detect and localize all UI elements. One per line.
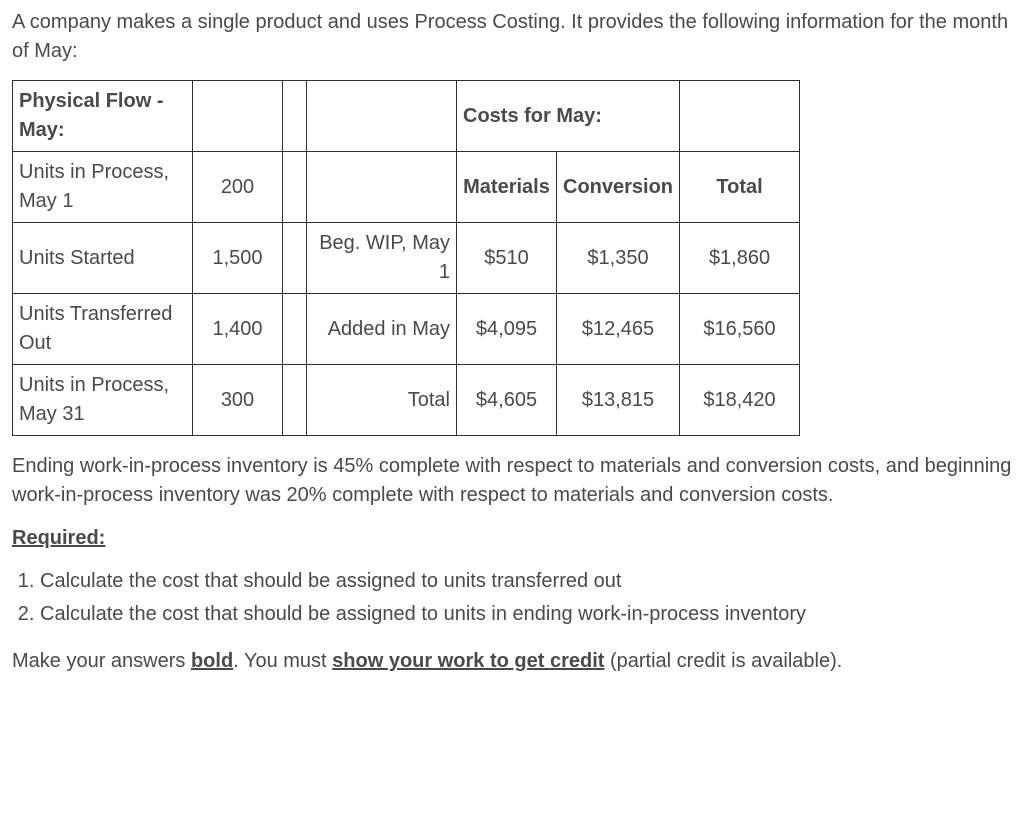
cell-col-total: Total bbox=[680, 152, 800, 223]
cell-desc: Beg. WIP, May 1 bbox=[307, 223, 457, 294]
footer-text: . You must bbox=[233, 650, 332, 672]
cell-desc: Total bbox=[307, 365, 457, 436]
footer-instructions: Make your answers bold. You must show yo… bbox=[12, 647, 1012, 676]
cell-label: Units in Process, May 1 bbox=[13, 152, 193, 223]
costing-table: Physical Flow - May: Costs for May: Unit… bbox=[12, 80, 800, 436]
questions-list: Calculate the cost that should be assign… bbox=[12, 567, 1012, 629]
table-row: Units in Process, May 1 200 Materials Co… bbox=[13, 152, 800, 223]
header-spacer bbox=[283, 81, 307, 152]
cell-units: 200 bbox=[193, 152, 283, 223]
intro-paragraph: A company makes a single product and use… bbox=[12, 8, 1012, 66]
header-costs-for-may: Costs for May: bbox=[457, 81, 680, 152]
cell-materials: $4,605 bbox=[457, 365, 557, 436]
cell-materials: $4,095 bbox=[457, 294, 557, 365]
cell-conversion: $1,350 bbox=[557, 223, 680, 294]
list-item: Calculate the cost that should be assign… bbox=[40, 600, 1012, 629]
table-row: Units Transferred Out 1,400 Added in May… bbox=[13, 294, 800, 365]
cell-total: $1,860 bbox=[680, 223, 800, 294]
required-heading: Required: bbox=[12, 524, 1012, 553]
header-empty-desc bbox=[307, 81, 457, 152]
header-physical-flow: Physical Flow - May: bbox=[13, 81, 193, 152]
cell-units: 300 bbox=[193, 365, 283, 436]
cell-col-materials: Materials bbox=[457, 152, 557, 223]
cell-label: Units in Process, May 31 bbox=[13, 365, 193, 436]
cell-spacer bbox=[283, 223, 307, 294]
cell-desc: Added in May bbox=[307, 294, 457, 365]
table-row: Units Started 1,500 Beg. WIP, May 1 $510… bbox=[13, 223, 800, 294]
cell-units: 1,500 bbox=[193, 223, 283, 294]
cell-desc bbox=[307, 152, 457, 223]
list-item: Calculate the cost that should be assign… bbox=[40, 567, 1012, 596]
header-empty-total bbox=[680, 81, 800, 152]
cell-total: $18,420 bbox=[680, 365, 800, 436]
cell-total: $16,560 bbox=[680, 294, 800, 365]
cell-materials: $510 bbox=[457, 223, 557, 294]
cell-conversion: $13,815 bbox=[557, 365, 680, 436]
table-row: Units in Process, May 31 300 Total $4,60… bbox=[13, 365, 800, 436]
footer-bold-word: bold bbox=[191, 650, 233, 672]
footer-show-work: show your work to get credit bbox=[332, 650, 604, 672]
cell-col-conversion: Conversion bbox=[557, 152, 680, 223]
cell-conversion: $12,465 bbox=[557, 294, 680, 365]
cell-spacer bbox=[283, 294, 307, 365]
cell-units: 1,400 bbox=[193, 294, 283, 365]
footer-text: (partial credit is available). bbox=[604, 650, 842, 672]
cell-label: Units Started bbox=[13, 223, 193, 294]
table-header-row: Physical Flow - May: Costs for May: bbox=[13, 81, 800, 152]
completion-note: Ending work-in-process inventory is 45% … bbox=[12, 452, 1012, 510]
cell-spacer bbox=[283, 152, 307, 223]
footer-text: Make your answers bbox=[12, 650, 191, 672]
cell-label: Units Transferred Out bbox=[13, 294, 193, 365]
header-empty-units bbox=[193, 81, 283, 152]
cell-spacer bbox=[283, 365, 307, 436]
